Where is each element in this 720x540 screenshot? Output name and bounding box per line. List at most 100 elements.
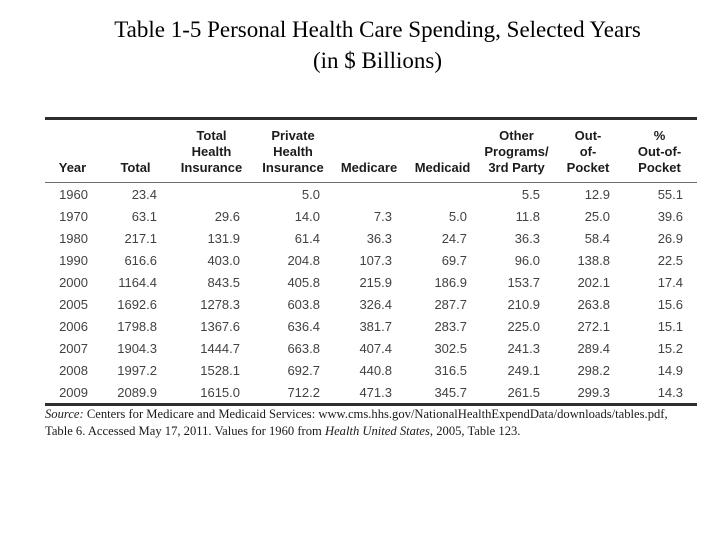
value-cell: 326.4	[359, 296, 392, 312]
value-cell: 263.8	[577, 296, 610, 312]
source-label: Source:	[45, 407, 84, 421]
value-cell: 283.7	[434, 318, 467, 334]
column-header-medicaid: Medicaid	[406, 117, 481, 183]
value-cell: 5.0	[448, 208, 467, 224]
value-cell: 69.7	[441, 252, 467, 268]
title-line-1: Table 1-5 Personal Health Care Spending,…	[114, 17, 641, 42]
value-cell: 26.9	[657, 230, 683, 246]
value-cell: 405.8	[287, 274, 320, 290]
value-cell: 153.7	[507, 274, 540, 290]
value-cell: 1278.3	[200, 296, 240, 312]
value-cell	[334, 183, 406, 206]
value-cell: 58.4	[584, 230, 610, 246]
value-cell: 636.4	[287, 318, 320, 334]
source-text-3: , 2005, Table 123.	[429, 423, 521, 438]
value-cell: 25.0	[584, 208, 610, 224]
spending-table-container: Year Total Total Health Insurance Privat…	[45, 117, 697, 406]
table-row: 1990 616.6 403.0 204.8 107.3 69.7 96.0 138.8 22.…	[45, 249, 697, 271]
year-cell: 1960	[59, 186, 88, 202]
source-line-2: Table 6. Accessed May 17, 2011. Values f…	[45, 423, 697, 440]
value-cell	[171, 183, 254, 206]
value-cell: 63.1	[131, 208, 157, 224]
value-cell: 15.2	[657, 340, 683, 356]
column-header-pct-out-of-pocket: % Out-of- Pocket	[624, 117, 697, 183]
value-cell: 471.3	[334, 381, 406, 406]
value-cell: 5.0	[301, 186, 320, 202]
value-cell: 186.9	[434, 274, 467, 290]
value-cell: 131.9	[207, 230, 240, 246]
page-title: Table 1-5 Personal Health Care Spending,…	[45, 14, 710, 76]
table-row: 2005 1692.6 1278.3 603.8 326.4 287.7 210.9 263.…	[45, 293, 697, 315]
value-cell: 204.8	[287, 252, 320, 268]
value-cell: 403.0	[207, 252, 240, 268]
value-cell: 692.7	[287, 362, 320, 378]
value-cell: 1904.3	[117, 340, 157, 356]
value-cell: 616.6	[124, 252, 157, 268]
year-cell: 1990	[59, 252, 88, 268]
value-cell: 96.0	[514, 252, 540, 268]
value-cell: 289.4	[577, 340, 610, 356]
column-header-private-health-insurance: Private Health Insurance	[254, 117, 334, 183]
year-cell: 1980	[59, 230, 88, 246]
year-cell: 2006	[59, 318, 88, 334]
value-cell: 29.6	[214, 208, 240, 224]
year-cell: 2008	[59, 362, 88, 378]
value-cell: 22.5	[657, 252, 683, 268]
table-row: 2007 1904.3 1444.7 663.8 407.4 302.5 241.3 289.…	[45, 337, 697, 359]
column-header-year: Year	[45, 117, 102, 183]
value-cell: 12.9	[584, 186, 610, 202]
value-cell: 287.7	[434, 296, 467, 312]
value-cell: 298.2	[577, 362, 610, 378]
value-cell: 5.5	[521, 186, 540, 202]
column-header-other-programs: Other Programs/ 3rd Party	[481, 117, 554, 183]
value-cell: 407.4	[359, 340, 392, 356]
column-header-out-of-pocket: Out- of- Pocket	[554, 117, 624, 183]
table-row: 1980 217.1 131.9 61.4 36.3 24.7 36.3 58.4 26.9	[45, 227, 697, 249]
value-cell: 1367.6	[200, 318, 240, 334]
table-row: 2006 1798.8 1367.6 636.4 381.7 283.7 225.0 272.…	[45, 315, 697, 337]
value-cell: 138.8	[577, 252, 610, 268]
table-row: 2000 1164.4 843.5 405.8 215.9 186.9 153.7 202.1…	[45, 271, 697, 293]
value-cell: 272.1	[577, 318, 610, 334]
table-body: 1960 23.4 5.0 5.5 12.9 55.1 1970 63.1 29.6 14.0 7.…	[45, 183, 697, 406]
value-cell: 1528.1	[200, 362, 240, 378]
value-cell: 249.1	[507, 362, 540, 378]
value-cell: 202.1	[577, 274, 610, 290]
value-cell: 1798.8	[117, 318, 157, 334]
value-cell: 843.5	[207, 274, 240, 290]
year-cell: 2005	[59, 296, 88, 312]
column-header-medicare: Medicare	[334, 117, 406, 183]
source-text-1: Centers for Medicare and Medicaid Servic…	[83, 407, 668, 421]
value-cell: 15.1	[657, 318, 683, 334]
value-cell: 17.4	[657, 274, 683, 290]
value-cell: 241.3	[507, 340, 540, 356]
value-cell: 2089.9	[102, 381, 171, 406]
value-cell: 1164.4	[118, 274, 157, 290]
table-header: Year Total Total Health Insurance Privat…	[45, 117, 697, 183]
source-citation-italic: Health United States	[324, 423, 430, 438]
table-row: 1970 63.1 29.6 14.0 7.3 5.0 11.8 25.0 39.6	[45, 205, 697, 227]
source-note: Source: Centers for Medicare and Medicai…	[45, 406, 697, 439]
value-cell: 225.0	[507, 318, 540, 334]
year-cell: 1970	[59, 208, 88, 224]
value-cell: 107.3	[359, 252, 392, 268]
value-cell: 712.2	[254, 381, 334, 406]
value-cell: 36.3	[366, 230, 392, 246]
value-cell: 316.5	[434, 362, 467, 378]
value-cell: 55.1	[657, 186, 683, 202]
value-cell: 39.6	[657, 208, 683, 224]
source-text-2: Table 6. Accessed May 17, 2011. Values f…	[45, 423, 325, 438]
value-cell: 7.3	[373, 208, 392, 224]
value-cell: 23.4	[131, 186, 157, 202]
value-cell: 440.8	[359, 362, 392, 378]
value-cell: 14.9	[657, 362, 683, 378]
value-cell: 1692.6	[117, 296, 157, 312]
year-cell: 2000	[59, 274, 88, 290]
value-cell: 261.5	[481, 381, 554, 406]
value-cell: 24.7	[441, 230, 467, 246]
value-cell: 603.8	[287, 296, 320, 312]
value-cell: 299.3	[554, 381, 624, 406]
value-cell: 217.1	[124, 230, 157, 246]
table-row: 2009 2089.9 1615.0 712.2 471.3 345.7 261.5 299.…	[45, 381, 697, 406]
